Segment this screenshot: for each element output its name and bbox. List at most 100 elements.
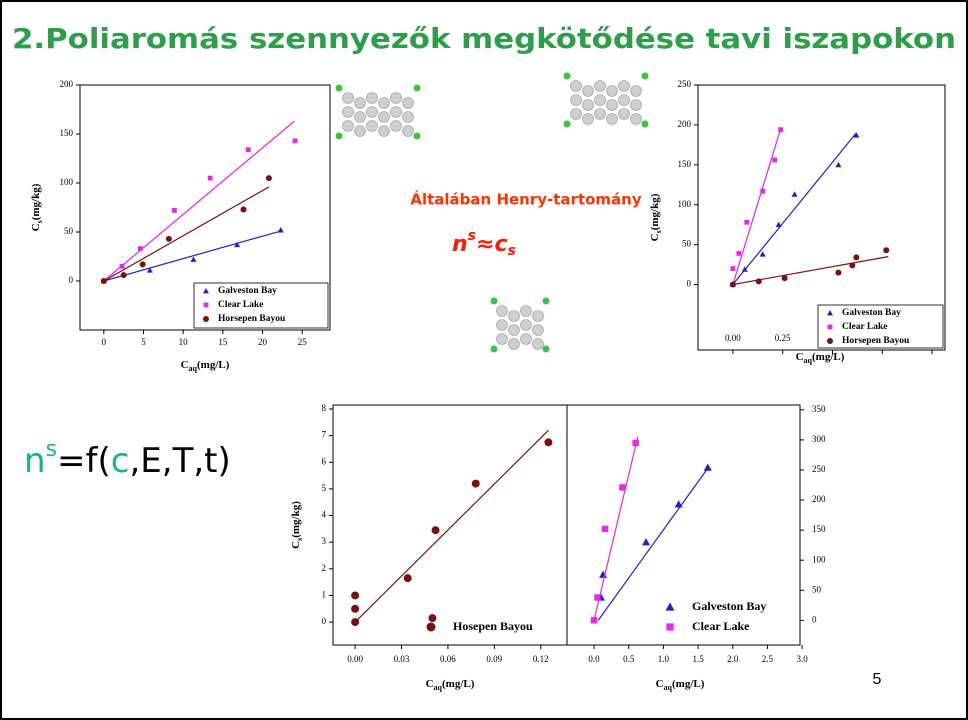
x-tick-label: 0.00 (347, 654, 363, 664)
atom (631, 86, 642, 97)
legend-marker (828, 325, 833, 330)
y-tick-label: 1 (322, 590, 327, 600)
atom (509, 311, 520, 322)
y-tick-label: 7 (322, 430, 327, 440)
y2-tick-label: 100 (812, 554, 826, 564)
y-tick-label: 150 (678, 159, 692, 169)
point (293, 138, 298, 143)
atom (543, 298, 550, 305)
y-tick-label: 50 (64, 226, 74, 236)
legend-marker (427, 623, 436, 632)
atom (595, 81, 606, 92)
legend-label: Galveston Bay (842, 308, 901, 318)
y2-tick-label: 350 (812, 404, 826, 414)
atom (336, 85, 343, 92)
formula-part: s (46, 437, 57, 462)
slide: 2.Poliaromás szennyezők megkötődése tavi… (0, 0, 968, 720)
point (121, 272, 127, 278)
point (351, 591, 359, 599)
formula-part: c (111, 441, 130, 481)
atom (564, 73, 571, 80)
atom (414, 85, 421, 92)
y-tick-label: 3 (322, 536, 327, 546)
point (208, 176, 213, 181)
axis-label-part: C (796, 351, 804, 363)
x-tick-label: 0.0 (588, 654, 600, 664)
legend-marker (827, 338, 833, 344)
atom (583, 100, 594, 111)
point (140, 261, 146, 267)
atom (619, 109, 630, 120)
point (351, 618, 359, 626)
y-tick-label: 200 (60, 79, 74, 89)
legend-label: Galveston Bay (218, 286, 277, 296)
atom (343, 121, 354, 132)
x-tick-label: 0.03 (394, 654, 410, 664)
x-tick-label: 1.0 (658, 654, 670, 664)
atom (497, 334, 508, 345)
point (166, 236, 172, 242)
point (138, 246, 143, 251)
point (835, 270, 841, 276)
atom (355, 98, 366, 109)
point (730, 266, 735, 271)
point (730, 282, 736, 288)
point (853, 254, 859, 260)
formula-part: =f( (57, 441, 111, 481)
atom (533, 325, 544, 336)
atom (379, 126, 390, 137)
axis-label-part: C (30, 223, 42, 231)
atom (391, 121, 402, 132)
y2-tick-label: 50 (812, 584, 822, 594)
point (883, 247, 889, 253)
x-tick-label: 2.5 (762, 654, 774, 664)
point (756, 278, 762, 284)
atom (414, 133, 421, 140)
atom (583, 86, 594, 97)
axis-label-part: C (649, 233, 661, 241)
atom (521, 334, 532, 345)
atom (497, 306, 508, 317)
axis-label-part: (mg/L) (442, 678, 475, 690)
y-tick-label: 100 (60, 177, 74, 187)
axis-label-part: (mg/kg) (30, 183, 42, 220)
legend-marker (204, 303, 209, 308)
point (591, 617, 597, 623)
atom (595, 109, 606, 120)
slide-title: 2.Poliaromás szennyezők megkötődése tavi… (12, 22, 956, 55)
axis-label-part: (mg/kg) (290, 501, 302, 538)
formula-part: s (468, 228, 476, 244)
x-tick-label: 25 (298, 337, 308, 347)
y-tick-label: 200 (678, 119, 692, 129)
y-tick-label: 2 (322, 563, 327, 573)
atom (543, 346, 550, 353)
y2-tick-label: 200 (812, 494, 826, 504)
x-tick-label: 10 (179, 337, 189, 347)
formula-part: c (494, 232, 507, 257)
x-tick-label: 0.12 (533, 654, 549, 664)
legend-label: Horsepen Bayou (842, 336, 910, 346)
x-tick-label: 5 (141, 337, 146, 347)
point (432, 526, 440, 534)
atom (571, 95, 582, 106)
x-tick-label: 0.00 (725, 333, 741, 343)
x-tick-label: 0 (102, 337, 107, 347)
axis-label-part: (mg/L) (197, 359, 230, 371)
atom (571, 109, 582, 120)
axis-label-part: C (290, 541, 302, 549)
point (632, 440, 638, 446)
x-tick-label: 15 (218, 337, 228, 347)
atom (583, 114, 594, 125)
y-tick-label: 0 (69, 275, 74, 285)
legend-label: Clear Lake (842, 322, 887, 332)
y-tick-label: 50 (682, 239, 692, 249)
axis-label-part: C (181, 359, 189, 371)
point (760, 189, 765, 194)
legend-label: Horsepen Bayou (218, 314, 286, 324)
x-tick-label: 0.5 (623, 654, 635, 664)
point (246, 147, 251, 152)
atom (379, 98, 390, 109)
atom (533, 339, 544, 350)
atom (403, 112, 414, 123)
y-tick-label: 6 (322, 456, 327, 466)
